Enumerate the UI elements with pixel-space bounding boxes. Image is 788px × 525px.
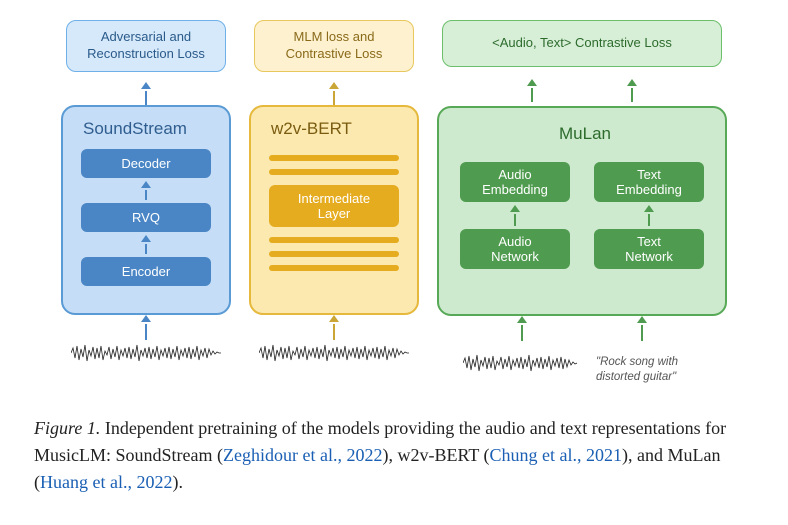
w2vbert-waveform [259,340,409,366]
soundstream-waveform [71,340,221,366]
mulan-title: MuLan [559,124,611,144]
w2vbert-layer-bar [269,265,399,271]
arrow-audio-net-to-emb [510,205,520,226]
mulan-column: <Audio, Text> Contrastive Loss MuLan Aud… [437,20,727,385]
w2vbert-layer-bar [269,237,399,243]
w2vbert-title: w2v-BERT [271,119,352,139]
mulan-audio-embedding-block: Audio Embedding [460,162,570,202]
mulan-model-box: MuLan Audio Embedding Audio Network Text… [437,106,727,316]
caption-text-4: ). [172,472,183,492]
citation-huang[interactable]: Huang et al., 2022 [40,472,172,492]
arrow-text-net-to-emb [644,205,654,226]
figure-label: Figure 1. [34,418,100,438]
citation-zeghidour[interactable]: Zeghidour et al., 2022 [223,445,382,465]
w2vbert-column: MLM loss and Contrastive Loss w2v-BERT I… [249,20,419,366]
w2vbert-layer-bar [269,155,399,161]
soundstream-decoder-block: Decoder [81,149,211,178]
figure-diagram: Adversarial and Reconstruction Loss Soun… [30,20,758,385]
mulan-text-input: "Rock song with distorted guitar" [596,355,701,385]
mulan-audio-subcolumn: Audio Embedding Audio Network [460,162,570,269]
mulan-text-subcolumn: Text Embedding Text Network [594,162,704,269]
mulan-waveform [463,351,578,375]
w2vbert-layer-bar [269,169,399,175]
w2vbert-intermediate-block: Intermediate Layer [269,185,399,227]
mulan-text-embedding-block: Text Embedding [594,162,704,202]
mulan-audio-network-block: Audio Network [460,229,570,269]
soundstream-model-box: SoundStream Decoder RVQ Encoder [61,105,231,315]
soundstream-title: SoundStream [83,119,187,139]
mulan-loss-box: <Audio, Text> Contrastive Loss [442,20,722,67]
w2vbert-layer-bar [269,251,399,257]
soundstream-rvq-block: RVQ [81,203,211,232]
w2vbert-input-arrow [329,315,339,340]
caption-text-2: ), w2v-BERT ( [382,445,489,465]
mulan-dual-input-arrows [517,316,647,341]
w2vbert-model-box: w2v-BERT Intermediate Layer [249,105,419,315]
soundstream-arrow-to-loss [141,82,151,105]
w2vbert-arrow-to-loss [329,82,339,105]
figure-caption: Figure 1. Independent pretraining of the… [34,415,754,496]
soundstream-column: Adversarial and Reconstruction Loss Soun… [61,20,231,366]
mulan-dual-arrows-to-loss [527,79,637,102]
arrow-encoder-to-rvq [141,235,151,254]
arrow-rvq-to-decoder [141,181,151,200]
mulan-text-network-block: Text Network [594,229,704,269]
soundstream-input-arrow [141,315,151,340]
soundstream-loss-box: Adversarial and Reconstruction Loss [66,20,226,72]
citation-chung[interactable]: Chung et al., 2021 [490,445,623,465]
soundstream-encoder-block: Encoder [81,257,211,286]
w2vbert-loss-box: MLM loss and Contrastive Loss [254,20,414,72]
